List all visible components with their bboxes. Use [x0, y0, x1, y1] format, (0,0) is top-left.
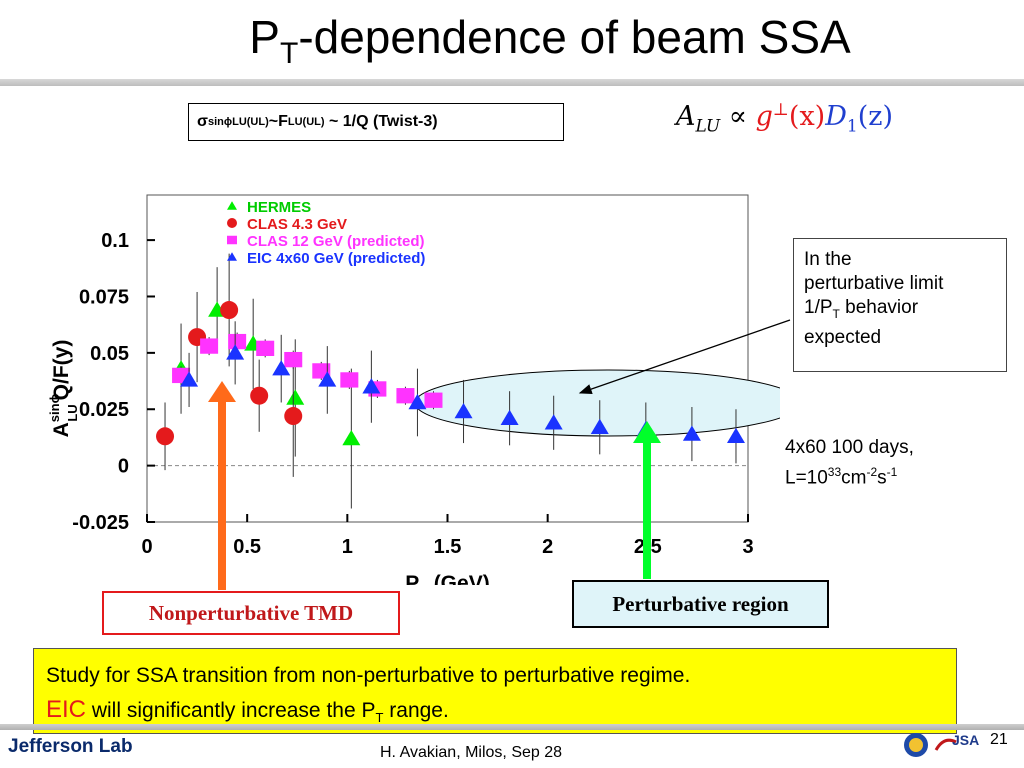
legend-label: CLAS 12 GeV (predicted) [247, 233, 425, 250]
nonperturbative-label: Nonperturbative TMD [102, 591, 400, 635]
clas-12-gev-predicted-point [396, 388, 415, 404]
hermes-point [342, 430, 361, 446]
jsa-logo-icon [934, 738, 957, 751]
legend-marker [227, 235, 237, 245]
summary-box: Study for SSA transition from non-pertur… [33, 648, 957, 734]
y-tick-label: 0.075 [79, 286, 129, 308]
eic-4x60-gev-predicted-point [318, 371, 337, 387]
eic-4x60-gev-predicted-point [544, 414, 563, 430]
y-tick-label: 0 [118, 456, 129, 478]
title-divider [0, 79, 1024, 86]
clas-12-gev-predicted-point [200, 338, 219, 354]
clas-4-3-gev-point [284, 407, 303, 426]
eic-4x60-gev-predicted-point [454, 402, 473, 419]
summary-line-1: Study for SSA transition from non-pertur… [46, 664, 691, 687]
x-tick-label: 3 [742, 536, 753, 558]
jsa-logo-text: JSA [952, 732, 979, 748]
x-tick-label: 0 [141, 536, 152, 558]
slide-title: PT-dependence of beam SSA [249, 11, 851, 71]
perturbative-label: Perturbative region [572, 580, 829, 628]
eic-4x60-gev-predicted-point [500, 409, 519, 426]
eic-luminosity-note: 4x60 100 days, L=1033cm-2s-1 [785, 437, 914, 489]
clas-12-gev-predicted-point [228, 333, 247, 350]
clas-12-gev-predicted-point [256, 340, 275, 357]
perturbative-arrow [633, 421, 661, 579]
perturbative-limit-note: In the perturbative limit 1/PT behavior … [793, 238, 1007, 372]
clas-4-3-gev-point [250, 386, 269, 405]
hermes-point [286, 389, 305, 405]
footer-text: H. Avakian, Milos, Sep 28 [380, 744, 563, 761]
legend-label: EIC 4x60 GeV (predicted) [247, 250, 425, 267]
legend-marker [227, 252, 237, 261]
eic-4x60-gev-predicted-point [408, 393, 427, 410]
x-tick-label: 2 [542, 536, 553, 558]
clas-4-3-gev-point [220, 301, 239, 320]
clas-12-gev-predicted-point [340, 372, 359, 388]
x-tick-label: 0.5 [233, 536, 261, 558]
y-axis-label: Asinϕ LUQ/F(y) [47, 340, 80, 438]
x-axis-label: PT (GeV) [405, 572, 489, 585]
clas-12-gev-predicted-point [424, 392, 443, 408]
legend-label: HERMES [247, 199, 311, 216]
eic-4x60-gev-predicted-point [272, 360, 291, 376]
partner-logos: JSA [904, 732, 979, 757]
page-number: 21 [990, 731, 1008, 748]
eic-4x60-gev-predicted-point [362, 378, 381, 394]
clas-12-gev-predicted-point [284, 351, 303, 368]
callout-arrow [578, 319, 791, 395]
nonperturbative-arrow [208, 381, 236, 590]
eic-4x60-gev-predicted-point [180, 371, 199, 387]
eic-4x60-gev-predicted-point [682, 425, 701, 441]
eic-4x60-gev-predicted-point [590, 418, 609, 435]
y-tick-label: -0.025 [72, 512, 129, 534]
y-tick-label: 0.025 [79, 399, 129, 421]
legend-marker [227, 201, 237, 210]
footer-divider [0, 724, 1024, 730]
eic-4x60-gev-predicted-point [226, 344, 245, 360]
legend-label: CLAS 4.3 GeV [247, 216, 347, 233]
x-tick-label: 1 [342, 536, 353, 558]
x-tick-label: 1.5 [434, 536, 462, 558]
legend-marker [227, 218, 237, 228]
y-tick-label: 0.05 [90, 343, 129, 365]
formula-box: σ sinϕ LU(UL) ~F LU(UL) ~ 1/Q (Twist-3) [188, 103, 564, 141]
jefferson-lab-logo: Jefferson Lab [8, 736, 133, 757]
eic-4x60-gev-predicted-point [726, 427, 745, 444]
y-tick-label: 0.1 [101, 230, 129, 252]
summary-line-2: EIC will significantly increase the PT r… [46, 696, 449, 726]
clas-4-3-gev-point [156, 427, 175, 446]
alu-formula: ALU ∝ g⊥(x)D1(z) [676, 100, 893, 137]
